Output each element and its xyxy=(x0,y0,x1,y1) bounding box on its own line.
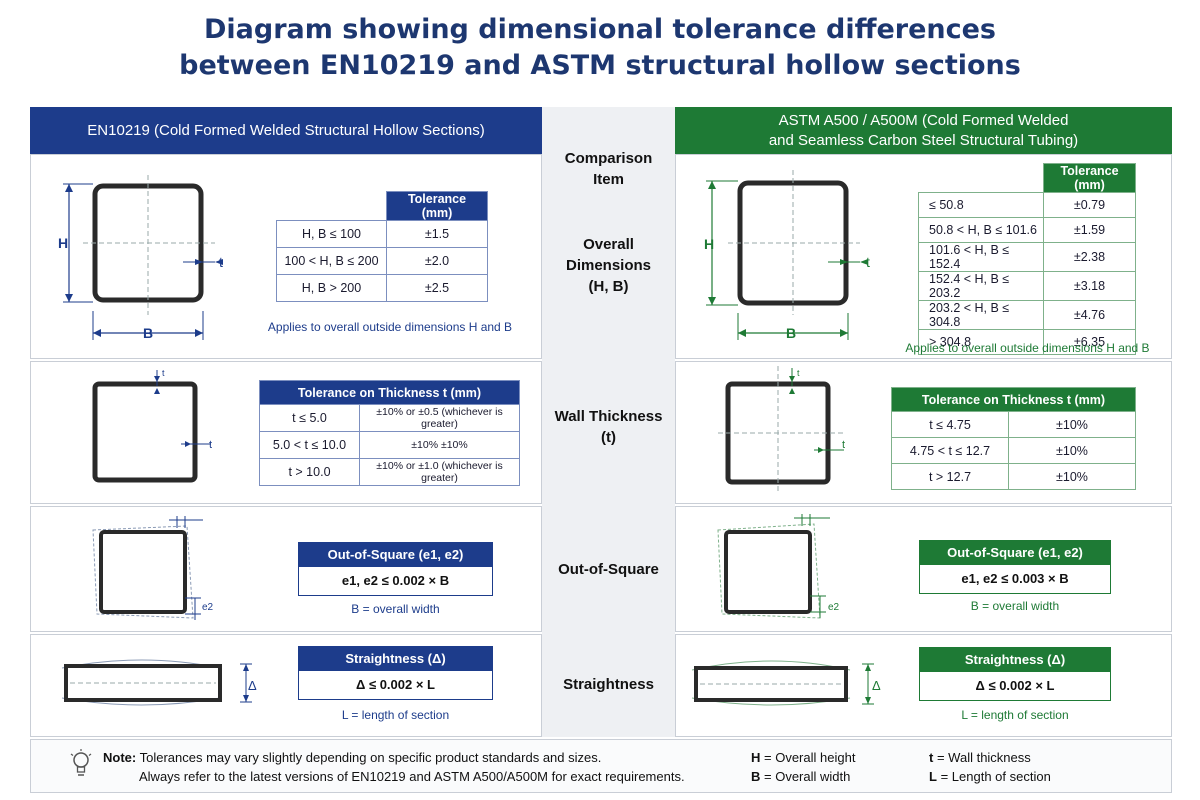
en-wall-header: Tolerance on Thickness t (mm) xyxy=(259,380,520,405)
astm-wall-t-side: t xyxy=(842,439,845,451)
overall-dimensions-label: Overall Dimensions (H, B) xyxy=(565,236,652,295)
table-row: t > 12.7 ±10% xyxy=(891,463,1136,490)
en-square-box: Out-of-Square (e1, e2) e1, e2 ≤ 0.002 × … xyxy=(298,542,493,596)
en-wall-t-top: t xyxy=(162,368,165,378)
table-row: 152.4 < H, B ≤ 203.2 ±3.18 xyxy=(918,271,1136,301)
astm-wall-t-top: t xyxy=(797,368,800,378)
table-row: H, B > 200 ±2.5 xyxy=(276,274,488,302)
astm-header: ASTM A500 / A500M (Cold Formed Welded an… xyxy=(675,107,1172,154)
lightbulb-icon xyxy=(70,749,92,776)
astm-wall-table: Tolerance on Thickness t (mm) t ≤ 4.75 ±1… xyxy=(891,387,1136,490)
astm-wall-header: Tolerance on Thickness t (mm) xyxy=(891,387,1136,412)
astm-straight-caption: L = length of section xyxy=(961,708,1069,722)
astm-overall-figure: H B t xyxy=(704,170,870,341)
astm-overall-caption: Applies to overall outside dimensions H … xyxy=(905,341,1150,355)
astm-straight-box: Straightness (Δ) Δ ≤ 0.002 × L xyxy=(919,647,1111,701)
en-overall-figure: H B t xyxy=(58,175,223,341)
title-line-2: between EN10219 and ASTM structural holl… xyxy=(179,50,1021,81)
legend-l: L = Length of section xyxy=(929,769,1051,784)
astm-header-line-2: and Seamless Carbon Steel Structural Tub… xyxy=(768,131,1079,149)
table-row: t ≤ 4.75 ±10% xyxy=(891,411,1136,438)
en-straight-header: Straightness (Δ) xyxy=(299,647,492,671)
en-delta-label: Δ xyxy=(248,678,257,693)
astm-square-value: e1, e2 ≤ 0.003 × B xyxy=(961,571,1069,586)
en-h-label: H xyxy=(58,235,68,251)
table-row: 101.6 < H, B ≤ 152.4 ±2.38 xyxy=(918,242,1136,272)
en-wall-t-side: t xyxy=(209,439,212,451)
table-row: t ≤ 5.0 ±10% or ±0.5 (whichever is greate… xyxy=(259,404,520,432)
en-t-label: t xyxy=(219,254,223,270)
note-line-1: Note: Tolerances may vary slightly depen… xyxy=(103,750,602,765)
en-straight-figure: Δ xyxy=(61,659,257,706)
astm-square-section xyxy=(724,530,812,614)
astm-square-figure: e2 xyxy=(717,514,840,619)
table-row: 100 < H, B ≤ 200 ±2.0 xyxy=(276,247,488,275)
en-square-value: e1, e2 ≤ 0.002 × B xyxy=(341,573,450,588)
en-straight-box: Straightness (Δ) Δ ≤ 0.002 × L xyxy=(298,646,493,700)
title-line-1: Diagram showing dimensional tolerance di… xyxy=(204,14,996,45)
astm-straight-figure: Δ xyxy=(691,660,881,706)
table-row: 4.75 < t ≤ 12.7 ±10% xyxy=(891,437,1136,464)
en-wall-table: Tolerance on Thickness t (mm) t ≤ 5.0 ±10… xyxy=(259,380,520,486)
astm-straight-value: Δ ≤ 0.002 × L xyxy=(975,678,1055,693)
en-e2-label: e2 xyxy=(202,602,214,613)
en-square-figure: e2 xyxy=(92,516,214,620)
en-header-text: EN10219 (Cold Formed Welded Structural H… xyxy=(87,121,485,139)
en-square-section xyxy=(99,530,187,614)
en-wall-figure: t t xyxy=(92,368,212,483)
out-of-square-label: Out-of-Square xyxy=(558,561,659,578)
astm-delta-label: Δ xyxy=(872,678,881,693)
astm-overall-header: Tolerance (mm) xyxy=(1043,163,1136,193)
en-overall-table: Tolerance (mm) H, B ≤ 100 ±1.5 100 < H, B… xyxy=(276,191,488,302)
table-row: 50.8 < H, B ≤ 101.6 ±1.59 xyxy=(918,217,1136,243)
legend-t: t = Wall thickness xyxy=(929,750,1031,765)
astm-t-label: t xyxy=(866,254,870,270)
astm-h-label: H xyxy=(704,236,714,252)
en-square-caption: B = overall width xyxy=(351,602,440,616)
astm-header-line-1: ASTM A500 / A500M (Cold Formed Welded xyxy=(778,111,1069,129)
astm-wall-figure: t t xyxy=(718,366,845,491)
comparison-item-label: Comparison Item xyxy=(564,150,653,188)
en-overall-header: Tolerance (mm) xyxy=(386,191,488,221)
astm-overall-table: Tolerance (mm) ≤ 50.8 ±0.79 50.8 < H, B ≤… xyxy=(918,163,1136,355)
astm-square-header: Out-of-Square (e1, e2) xyxy=(920,541,1110,565)
table-row: t > 10.0 ±10% or ±1.0 (whichever is great… xyxy=(259,458,520,486)
en-overall-caption: Applies to overall outside dimensions H … xyxy=(267,320,513,334)
astm-e2-label: e2 xyxy=(828,602,840,613)
astm-straight-header: Straightness (Δ) xyxy=(920,648,1110,672)
wall-thickness-label: Wall Thickness (t) xyxy=(554,408,663,446)
astm-square-caption: B = overall width xyxy=(970,599,1060,613)
note-box: Note: Tolerances may vary slightly depen… xyxy=(30,739,1172,793)
en-straight-caption: L = length of section xyxy=(341,708,450,722)
astm-straight-section xyxy=(694,666,848,702)
table-row: ≤ 50.8 ±0.79 xyxy=(918,192,1136,218)
note-line-2: Always refer to the latest versions of E… xyxy=(139,769,685,784)
straightness-label: Straightness xyxy=(563,676,654,693)
table-row: > 304.8 ±6.35 xyxy=(918,329,1136,355)
en-b-label: B xyxy=(143,325,153,341)
comparison-column xyxy=(542,107,675,737)
astm-b-label: B xyxy=(786,325,796,341)
legend-b: B = Overall width xyxy=(751,769,851,784)
astm-square-box: Out-of-Square (e1, e2) e1, e2 ≤ 0.003 × … xyxy=(919,540,1111,594)
table-row: H, B ≤ 100 ±1.5 xyxy=(276,220,488,248)
table-row: 5.0 < t ≤ 10.0 ±10% ±10% xyxy=(259,431,520,459)
en-header: EN10219 (Cold Formed Welded Structural H… xyxy=(30,107,542,154)
en-straight-value: Δ ≤ 0.002 × L xyxy=(356,677,435,692)
en-wall-section xyxy=(92,381,198,483)
en-straight-section xyxy=(64,664,222,702)
en-square-header: Out-of-Square (e1, e2) xyxy=(299,543,492,567)
page-title: Diagram showing dimensional tolerance di… xyxy=(0,12,1200,84)
table-row: 203.2 < H, B ≤ 304.8 ±4.76 xyxy=(918,300,1136,330)
legend-h: H = Overall height xyxy=(751,750,856,765)
